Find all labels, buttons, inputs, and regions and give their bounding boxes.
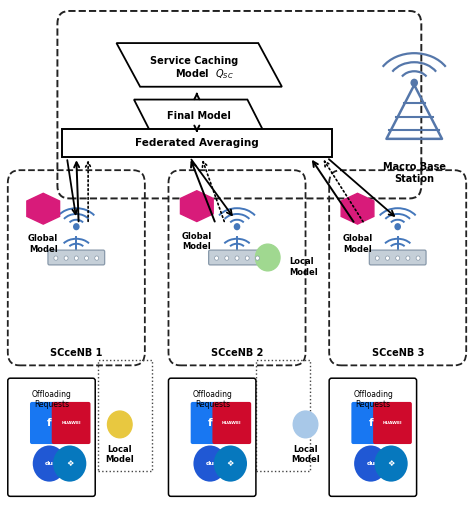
Circle shape (84, 256, 89, 260)
Circle shape (215, 256, 219, 260)
Circle shape (53, 445, 86, 482)
FancyBboxPatch shape (30, 402, 69, 444)
Polygon shape (181, 191, 213, 221)
Circle shape (245, 256, 249, 260)
Text: ❖: ❖ (387, 459, 395, 468)
Text: Model  $Q_{SC}$: Model $Q_{SC}$ (174, 67, 233, 81)
Text: du: du (45, 461, 54, 466)
Text: Global
Model: Global Model (28, 234, 58, 254)
Text: Macro Base
Station: Macro Base Station (383, 162, 446, 183)
Circle shape (406, 256, 410, 260)
FancyBboxPatch shape (369, 250, 426, 265)
Text: Global
Model: Global Model (342, 234, 373, 254)
Circle shape (255, 244, 280, 271)
Circle shape (193, 445, 227, 482)
FancyBboxPatch shape (52, 402, 91, 444)
Text: Offloading
Requests: Offloading Requests (353, 390, 393, 409)
Polygon shape (27, 193, 60, 224)
Circle shape (293, 411, 318, 438)
Text: Offloading
Requests: Offloading Requests (192, 390, 232, 409)
Circle shape (396, 256, 400, 260)
Text: f: f (208, 418, 212, 428)
Text: f: f (368, 418, 373, 428)
Text: HUAWEI: HUAWEI (222, 421, 242, 425)
Circle shape (416, 256, 420, 260)
Bar (62, 129, 331, 158)
Circle shape (234, 223, 240, 230)
Text: SCceNB 2: SCceNB 2 (211, 348, 263, 357)
Circle shape (385, 256, 390, 260)
Text: Local
Model: Local Model (291, 445, 320, 465)
Text: Local
Model: Local Model (105, 445, 134, 465)
FancyBboxPatch shape (168, 378, 256, 496)
Circle shape (225, 256, 229, 260)
Circle shape (375, 256, 379, 260)
Circle shape (54, 256, 58, 260)
Circle shape (74, 256, 78, 260)
Text: Global
Model: Global Model (182, 232, 212, 251)
FancyBboxPatch shape (212, 402, 251, 444)
Text: Federated Averaging: Federated Averaging (135, 138, 259, 148)
Circle shape (235, 256, 239, 260)
FancyBboxPatch shape (373, 402, 412, 444)
Circle shape (354, 445, 387, 482)
Text: ❖: ❖ (227, 459, 234, 468)
FancyBboxPatch shape (351, 402, 390, 444)
Text: f: f (47, 418, 52, 428)
Text: HUAWEI: HUAWEI (383, 421, 402, 425)
FancyBboxPatch shape (191, 402, 229, 444)
Circle shape (410, 79, 418, 87)
Circle shape (255, 256, 259, 260)
Text: du: du (206, 461, 215, 466)
Polygon shape (341, 193, 374, 224)
Circle shape (214, 445, 247, 482)
Text: Offloading
Requests: Offloading Requests (32, 390, 72, 409)
Text: Final Model: Final Model (167, 111, 231, 121)
Text: SCceNB 1: SCceNB 1 (50, 348, 102, 357)
Circle shape (95, 256, 99, 260)
FancyBboxPatch shape (329, 378, 417, 496)
Circle shape (64, 256, 68, 260)
FancyBboxPatch shape (209, 250, 265, 265)
Circle shape (73, 223, 80, 230)
Text: du: du (366, 461, 375, 466)
Text: SCceNB 3: SCceNB 3 (372, 348, 424, 357)
Circle shape (374, 445, 408, 482)
FancyBboxPatch shape (48, 250, 105, 265)
Text: Service Caching: Service Caching (150, 56, 238, 66)
Circle shape (33, 445, 66, 482)
Text: ❖: ❖ (66, 459, 73, 468)
Circle shape (394, 223, 401, 230)
FancyBboxPatch shape (8, 378, 95, 496)
Text: Local
Model: Local Model (289, 258, 318, 277)
Polygon shape (134, 99, 264, 133)
Circle shape (108, 411, 132, 438)
Text: HUAWEI: HUAWEI (61, 421, 81, 425)
Polygon shape (117, 43, 282, 87)
